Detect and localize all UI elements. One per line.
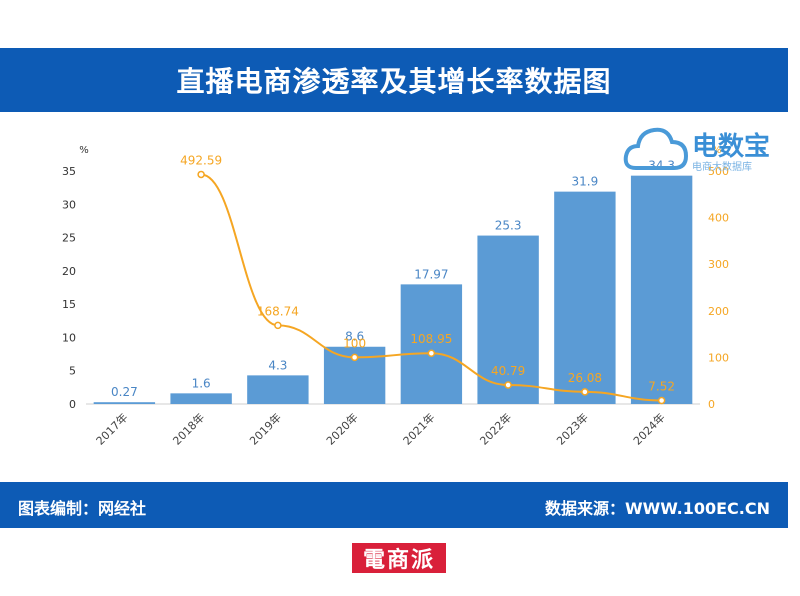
x-tick-label: 2019年 [247,410,284,447]
chart-svg: 0 5 10 15 20 25 30 35% 0 100 200 300 400 500% 0.27 1.6 4… [62,145,729,448]
watermark-stamp: 電商派 [352,543,446,573]
line-point [504,381,512,389]
bar [400,284,463,404]
x-tick-label: 2021年 [400,410,437,447]
logo-brand: 电数宝 [692,132,771,162]
line-point [581,388,589,396]
y-right-tick-label: 200 [708,305,729,318]
y-right-tick-label: 300 [708,258,729,271]
line-point [350,353,359,362]
y-left-tick-label: 25 [62,232,76,245]
chart-area: 0 5 10 15 20 25 30 35% 0 100 200 300 400 500% 0.27 1.6 4… [0,112,800,480]
line-data-label: 40.79 [491,364,525,378]
line-point [427,349,436,357]
footer-data-source: 数据来源：WWW.100EC.CN [544,499,770,518]
y-left-tick-label: 20 [62,265,76,278]
footer-source-editor: 图表编制：网经社 [18,499,147,518]
bar-data-label: 8.6 [345,330,364,344]
bar-data-label: 31.9 [572,175,599,189]
x-tick-label: 2020年 [323,410,360,447]
line-point [274,321,282,330]
logo-tagline: 电商大数据库 [692,162,752,173]
bar [247,375,309,404]
y-left-unit: % [79,145,89,156]
y-right-tick-label: 100 [708,351,729,364]
line-point [197,170,205,179]
line-data-label: 100 [343,336,366,350]
footer-bar: 图表编制：网经社 数据来源：WWW.100EC.CN [0,482,788,528]
y-left-tick-label: 5 [69,365,76,378]
line-point [657,396,666,405]
bar [477,235,539,404]
y-right-tick-label: 0 [708,398,715,411]
line-data-label: 7.52 [648,379,675,393]
y-left-tick-label: 10 [62,331,76,344]
x-tick-label: 2022年 [477,410,514,447]
x-tick-label: 2024年 [630,410,667,447]
y-right-unit: % [712,145,722,156]
bar-data-label: 4.3 [268,358,287,372]
bar-data-label: 0.27 [111,385,138,399]
line-data-label: 492.59 [180,153,222,167]
x-tick-label: 2017年 [93,410,130,447]
bar [630,175,693,404]
x-tick-label: 2018年 [170,410,207,447]
brand-logo: 电数宝 电商大数据库 [622,118,792,182]
bar [170,393,232,404]
chart-title: 直播电商渗透率及其增长率数据图 [176,65,612,98]
y-right-tick-label: 400 [708,212,729,225]
y-left-tick-label: 35 [62,165,76,178]
line-data-label: 168.74 [257,304,299,318]
y-left-tick-label: 15 [62,298,76,311]
cloud-icon [623,127,689,170]
bar-data-label: 1.6 [192,376,211,390]
title-bar: 直播电商渗透率及其增长率数据图 [0,48,788,112]
line-data-label: 108.95 [410,332,452,346]
bar [554,191,616,404]
bar [93,402,156,404]
y-right-tick-label: 500 [708,165,729,178]
x-tick-label: 2023年 [554,410,591,447]
y-left-tick-label: 0 [69,398,76,411]
bar-data-label: 17.97 [414,267,448,281]
y-left-tick-label: 30 [62,198,76,211]
line-data-label: 26.08 [568,371,602,385]
growth-rate-line [200,173,662,402]
bar-data-label: 25.3 [495,219,522,233]
